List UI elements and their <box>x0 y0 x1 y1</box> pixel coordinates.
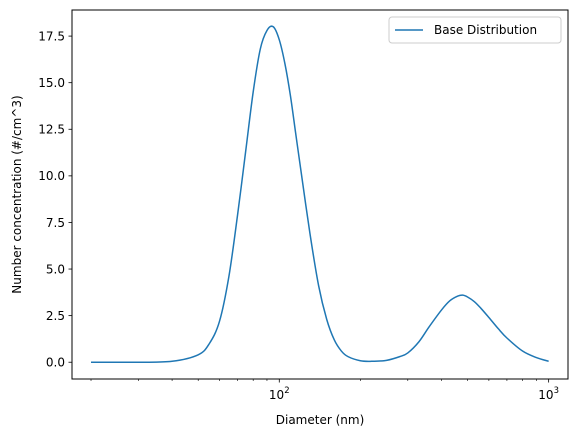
plot-frame <box>71 9 569 380</box>
y-axis-label: Number concentration (#/cm^3) <box>10 95 24 293</box>
x-tick-label: 102 <box>269 386 290 402</box>
y-tick-label: 2.5 <box>46 309 65 323</box>
y-tick-label: 0.0 <box>46 356 65 370</box>
y-axis-ticks: 0.0 2.5 5.0 7.5 10.0 12.5 15.0 17.5 <box>38 29 72 370</box>
x-tick-label: 103 <box>538 386 559 402</box>
legend: Base Distribution <box>388 16 562 44</box>
y-tick-label: 7.5 <box>46 216 65 230</box>
x-axis-ticks: 102 103 <box>90 379 559 402</box>
y-tick-label: 15.0 <box>38 76 65 90</box>
legend-label: Base Distribution <box>434 23 537 37</box>
y-tick-label: 12.5 <box>38 123 65 137</box>
y-tick-label: 10.0 <box>38 169 65 183</box>
legend-frame <box>388 16 562 44</box>
y-tick-label: 17.5 <box>38 29 65 43</box>
series-line <box>91 25 549 364</box>
y-tick-label: 5.0 <box>46 262 65 276</box>
plot-area <box>72 10 568 379</box>
series-layer <box>91 25 549 364</box>
x-axis-label: Diameter (nm) <box>276 413 365 427</box>
